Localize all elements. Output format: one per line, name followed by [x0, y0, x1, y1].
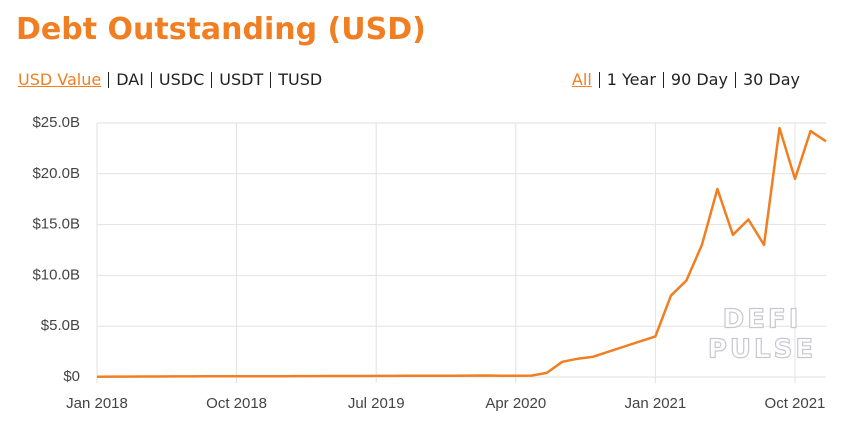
tab[interactable]: DAI: [108, 72, 151, 88]
x-tick-label: Oct 2021: [765, 395, 826, 412]
y-tick-label: $5.0B: [41, 317, 80, 334]
tab[interactable]: 1 Year: [598, 72, 663, 88]
x-tick-label: Oct 2018: [206, 395, 267, 412]
x-tick-label: Jan 2021: [625, 395, 687, 412]
y-tick-label: $15.0B: [32, 216, 80, 233]
tab[interactable]: USD Value: [18, 70, 102, 89]
data-line: [96, 126, 827, 378]
asset-tabs: USD Value DAI USDC USDT TUSD: [18, 70, 329, 89]
x-tick-label: Apr 2020: [485, 395, 546, 412]
watermark: PULSE: [708, 335, 816, 365]
tab[interactable]: All: [571, 70, 592, 89]
x-tick-label: Jan 2018: [66, 395, 128, 412]
watermark: DEFI: [723, 305, 802, 335]
y-tick-label: $10.0B: [32, 266, 80, 283]
tab[interactable]: TUSD: [270, 72, 329, 88]
range-tabs: All 1 Year 90 Day 30 Day: [572, 70, 807, 89]
tab[interactable]: USDT: [211, 72, 270, 88]
y-tick-label: $20.0B: [32, 165, 80, 182]
tab[interactable]: 90 Day: [662, 72, 735, 88]
y-tick-label: $25.0B: [32, 114, 80, 131]
tab[interactable]: USDC: [150, 72, 211, 88]
title: Debt Outstanding (USD): [16, 12, 426, 47]
x-tick-label: Jul 2019: [348, 395, 405, 412]
tab[interactable]: 30 Day: [734, 72, 807, 88]
y-tick-label: $0: [63, 368, 80, 385]
